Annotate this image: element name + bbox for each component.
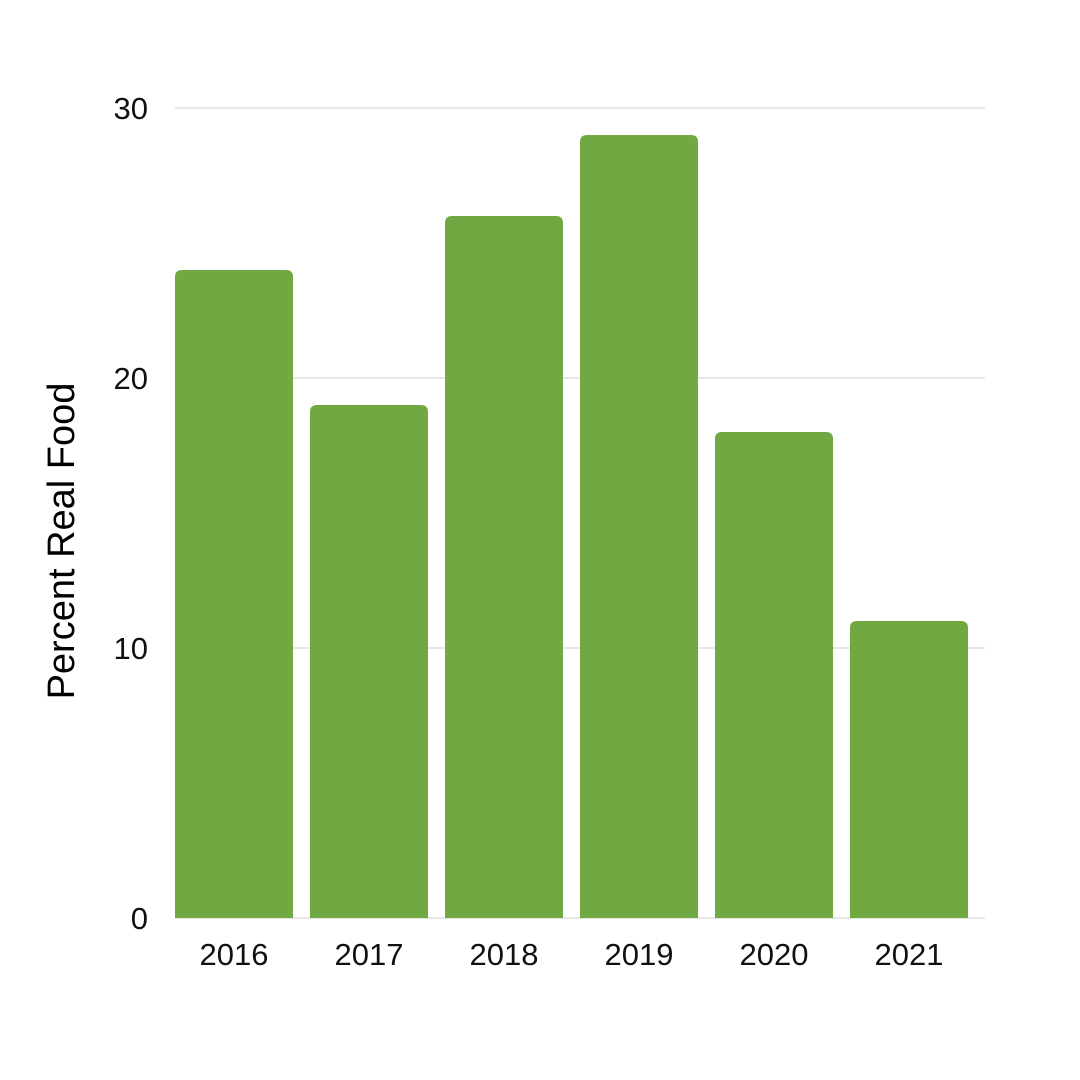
x-axis-ticks: 2016 2017 2018 2019 2020 2021 bbox=[200, 937, 944, 972]
bar-2018 bbox=[445, 216, 563, 918]
y-axis-title: Percent Real Food bbox=[41, 383, 83, 700]
x-tick-label-2017: 2017 bbox=[335, 937, 404, 972]
y-axis-ticks: 0 10 20 30 bbox=[114, 91, 148, 936]
x-tick-label-2020: 2020 bbox=[740, 937, 809, 972]
y-tick-label-0: 0 bbox=[131, 901, 148, 936]
bar-2016 bbox=[175, 270, 293, 918]
x-tick-label-2019: 2019 bbox=[605, 937, 674, 972]
x-tick-label-2018: 2018 bbox=[470, 937, 539, 972]
bar-2017 bbox=[310, 405, 428, 918]
bar-2019 bbox=[580, 135, 698, 918]
x-tick-label-2021: 2021 bbox=[875, 937, 944, 972]
bar-2020 bbox=[715, 432, 833, 918]
y-tick-label-10: 10 bbox=[114, 631, 148, 666]
bar-2021 bbox=[850, 621, 968, 918]
bars bbox=[175, 135, 968, 918]
x-tick-label-2016: 2016 bbox=[200, 937, 269, 972]
y-tick-label-30: 30 bbox=[114, 91, 148, 126]
y-tick-label-20: 20 bbox=[114, 361, 148, 396]
